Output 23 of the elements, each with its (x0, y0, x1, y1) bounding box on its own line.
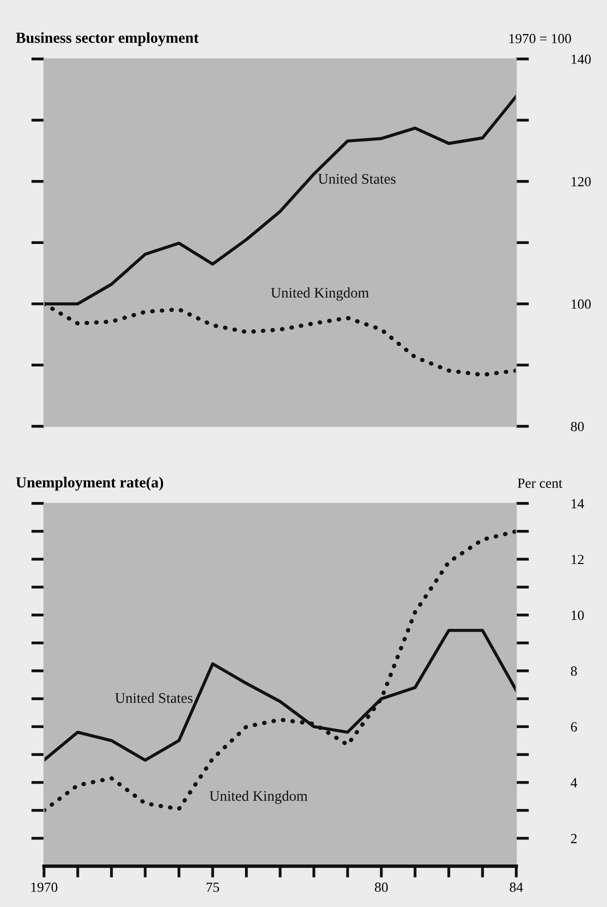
y-tick-label: 12 (572, 554, 584, 564)
y-tick-label: 4 (570, 778, 578, 788)
y-tick-label: 2 (571, 834, 577, 844)
y-tick-label: 8 (570, 666, 577, 676)
chart-title: Business sector employment (16, 32, 199, 46)
x-tick-label: 1970 (31, 882, 58, 892)
chart-title: Unemployment rate(a) (16, 476, 164, 491)
y-tick-label: 140 (572, 54, 591, 64)
y-tick-label: 10 (572, 610, 584, 620)
y-tick-label: 14 (572, 499, 584, 508)
y-tick-label: 100 (572, 299, 591, 309)
x-tick-label: 84 (510, 882, 523, 892)
series-label: United States (115, 692, 192, 703)
x-tick-label: 80 (374, 882, 388, 892)
series-label: United States (318, 174, 396, 184)
y-tick-label: 6 (571, 722, 577, 732)
series-label: United Kingdom (270, 287, 369, 301)
y-axis-title: Per cent (518, 478, 562, 488)
series-label: United Kingdom (210, 790, 308, 804)
y-axis-title: 1970 = 100 (509, 34, 572, 44)
y-tick-label: 120 (572, 176, 591, 186)
x-tick-label: 75 (206, 882, 220, 892)
y-tick-label: 80 (570, 422, 584, 432)
